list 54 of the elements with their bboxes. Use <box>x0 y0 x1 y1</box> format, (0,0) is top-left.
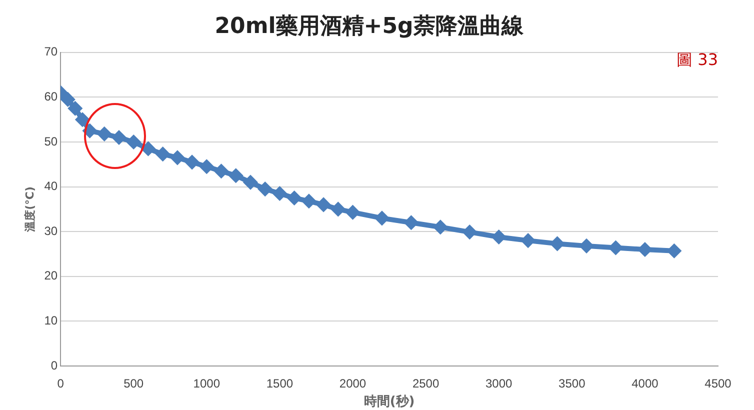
y-tick-label: 60 <box>44 90 58 104</box>
x-tick-label: 1500 <box>266 376 294 391</box>
point <box>142 142 155 156</box>
y-tick-label: 0 <box>50 358 58 372</box>
point <box>463 226 476 239</box>
y-tick-label: 20 <box>44 268 58 283</box>
point <box>332 202 345 216</box>
point <box>346 206 360 219</box>
point <box>522 234 535 248</box>
y-tick-label: 50 <box>44 134 58 148</box>
x-tick-label: 3500 <box>558 376 586 391</box>
x-axis-title: 時間(秒) <box>364 394 415 410</box>
point <box>76 113 89 126</box>
point <box>550 237 564 250</box>
x-tick-label: 1000 <box>193 376 220 391</box>
x-tick-label: 4500 <box>704 376 732 391</box>
point <box>68 102 82 115</box>
point <box>98 127 111 140</box>
point <box>244 176 257 189</box>
point <box>580 239 594 252</box>
x-tick-label: 3000 <box>486 376 513 391</box>
y-axis-title: 溫度(℃) <box>23 186 36 233</box>
point <box>375 212 388 225</box>
point <box>302 194 316 208</box>
point <box>434 220 447 234</box>
point <box>317 198 330 212</box>
point <box>112 131 126 144</box>
point <box>609 241 622 254</box>
point <box>61 92 74 106</box>
x-tick-label: 4000 <box>632 376 659 391</box>
x-tick-label: 2000 <box>339 376 366 391</box>
point <box>668 244 681 258</box>
y-tick-label: 70 <box>44 44 58 59</box>
point <box>127 136 140 148</box>
point <box>83 124 96 138</box>
y-tick-label: 30 <box>44 224 58 238</box>
point <box>200 160 214 174</box>
annotation: 圖 33 <box>676 50 718 71</box>
point <box>404 216 418 230</box>
x-tick-label: 500 <box>124 376 144 391</box>
point <box>258 182 272 196</box>
point <box>273 187 286 200</box>
x-tick-label: 2500 <box>412 376 440 391</box>
point <box>288 192 301 204</box>
point <box>186 156 199 169</box>
y-tick-label: 40 <box>44 179 58 194</box>
point <box>170 151 184 164</box>
point <box>229 169 242 182</box>
point <box>492 230 506 244</box>
point <box>156 148 170 161</box>
point <box>638 243 652 256</box>
point <box>214 164 228 178</box>
y-tick-label: 10 <box>44 314 58 328</box>
chart-title: 20ml藥用酒精+5g萘降溫曲線 <box>214 14 524 39</box>
